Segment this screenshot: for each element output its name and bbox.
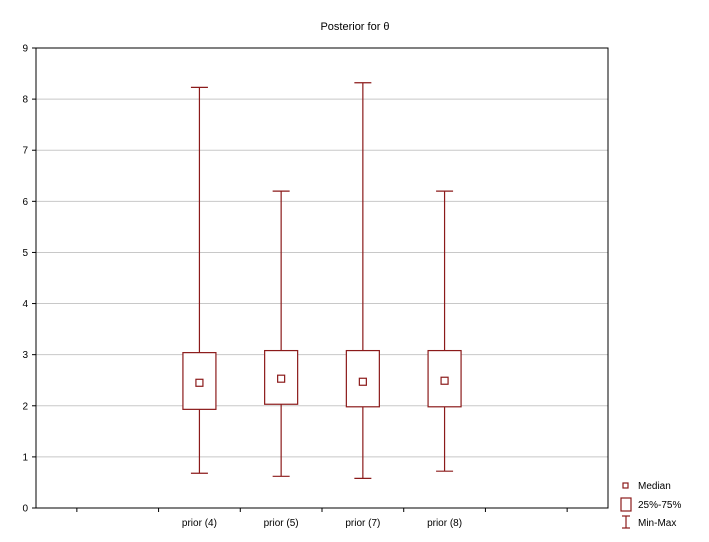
x-axis: prior (4) prior (5) prior (7) prior (8) [76,508,568,529]
iqr-box [427,349,462,408]
y-tick-label: 6 [22,197,28,208]
y-tick-label: 4 [22,299,28,310]
iqr-box [264,349,299,405]
chart-title: Posterior for θ [320,21,389,33]
y-axis: 0 1 2 3 4 5 6 7 8 9 [22,44,36,515]
median-marker [195,378,204,387]
x-category-label: prior (8) [427,518,462,529]
y-tick-label: 8 [22,95,28,106]
box-group [345,82,380,479]
y-tick-label: 3 [22,350,28,361]
y-tick-label: 2 [22,401,28,412]
legend-median-swatch [622,482,629,489]
plot-frame [35,47,609,509]
y-tick-label: 1 [22,452,28,463]
x-category-label: prior (7) [345,518,380,529]
x-category-label: prior (4) [182,518,217,529]
iqr-box [182,352,217,410]
legend-iqr-label: 25%-75% [638,500,681,511]
box-group [182,86,217,474]
median-marker [358,377,367,386]
y-tick-label: 0 [22,504,28,515]
legend: Median 25%-75% Min-Max [620,481,681,529]
box-group [264,190,299,477]
median-marker [440,376,449,385]
boxes [182,82,462,479]
legend-median-label: Median [638,481,671,492]
box-group [427,190,462,472]
median-marker [277,374,286,383]
y-tick-label: 9 [22,44,28,55]
legend-range-label: Min-Max [638,518,676,529]
x-category-label: prior (5) [264,518,299,529]
y-tick-label: 5 [22,248,28,259]
legend-iqr-swatch [620,497,632,512]
y-tick-label: 7 [22,146,28,157]
grid-lines [36,98,608,458]
